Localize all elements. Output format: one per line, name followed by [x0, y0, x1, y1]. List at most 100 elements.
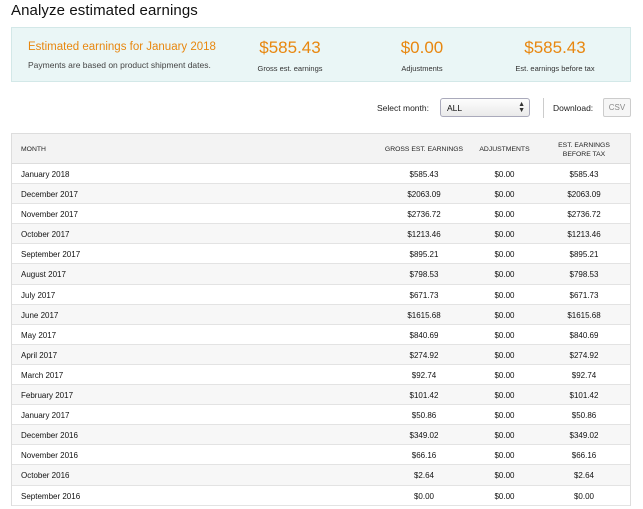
- month-select-value: ALL: [447, 103, 463, 113]
- month-cell: September 2017: [21, 250, 81, 260]
- adjustments-metric: $0.00 Adjustments: [372, 38, 472, 73]
- table-row: September 2017 $895.21 $0.00 $895.21: [12, 244, 630, 265]
- adjustments-cell: $0.00: [494, 350, 515, 360]
- table-row: May 2017 $840.69 $0.00 $840.69: [12, 325, 630, 345]
- table-row: January 2018 $585.43 $0.00 $585.43: [12, 164, 630, 185]
- table-row: June 2017 $1615.68 $0.00 $1615.68: [12, 304, 630, 325]
- adjustments-cell: $0.00: [494, 370, 515, 380]
- before-tax-label: Est. earnings before tax: [515, 64, 595, 73]
- table-row: October 2017 $1213.46 $0.00 $1213.46: [12, 224, 630, 245]
- adjustments-cell: $0.00: [494, 391, 515, 401]
- adjustments-value: $0.00: [400, 38, 444, 57]
- adjustments-cell: $0.00: [494, 250, 515, 260]
- table-body: January 2018 $585.43 $0.00 $585.43 December …: [12, 164, 630, 506]
- adjustments-cell: $0.00: [494, 330, 515, 340]
- month-cell: September 2016: [21, 491, 81, 501]
- before-tax-cell: $92.74: [571, 370, 597, 380]
- adjustments-cell: $0.00: [494, 230, 515, 240]
- gross-cell: $66.16: [411, 451, 437, 461]
- before-tax-cell: $585.43: [569, 170, 599, 179]
- before-tax-cell: $274.92: [569, 350, 599, 360]
- table-row: March 2017 $92.74 $0.00 $92.74: [12, 365, 630, 386]
- page-title: Analyze estimated earnings: [11, 2, 198, 19]
- gross-cell: $349.02: [409, 431, 439, 441]
- summary-heading: Estimated earnings for January 2018: [28, 41, 216, 53]
- table-row: August 2017 $798.53 $0.00 $798.53: [12, 264, 630, 285]
- header-before-tax-line2: BEFORE TAX: [562, 151, 606, 158]
- month-cell: October 2017: [21, 230, 70, 240]
- adjustments-cell: $0.00: [494, 451, 515, 461]
- adjustments-cell: $0.00: [494, 170, 515, 179]
- gross-earnings-metric: $585.43 Gross est. earnings: [240, 38, 340, 73]
- month-cell: June 2017: [21, 310, 59, 320]
- adjustments-cell: $0.00: [494, 411, 515, 421]
- month-cell: March 2017: [21, 370, 64, 380]
- earnings-table: MONTH GROSS EST. EARNINGS ADJUSTMENTS ES…: [11, 133, 631, 506]
- month-cell: January 2017: [21, 411, 70, 421]
- header-before-tax-line1: EST. EARNINGS: [558, 142, 610, 149]
- table-row: September 2016 $0.00 $0.00 $0.00: [12, 486, 630, 506]
- month-cell: January 2018: [21, 170, 70, 179]
- gross-cell: $585.43: [409, 170, 439, 179]
- before-tax-cell: $895.21: [569, 250, 599, 260]
- csv-download-button[interactable]: CSV: [603, 98, 631, 117]
- gross-cell: $798.53: [409, 270, 439, 280]
- header-before-tax: EST. EARNINGS BEFORE TAX: [544, 141, 624, 159]
- before-tax-cell: $671.73: [569, 290, 599, 300]
- gross-earnings-value: $585.43: [259, 38, 321, 57]
- month-cell: November 2016: [21, 451, 78, 461]
- download-label: Download:: [553, 103, 594, 113]
- gross-cell: $1213.46: [407, 230, 441, 240]
- month-cell: August 2017: [21, 270, 66, 280]
- before-tax-cell: $840.69: [569, 330, 599, 340]
- gross-cell: $92.74: [411, 370, 437, 380]
- gross-cell: $2063.09: [407, 190, 441, 200]
- before-tax-cell: $2736.72: [567, 210, 601, 220]
- gross-earnings-label: Gross est. earnings: [257, 64, 323, 73]
- month-cell: October 2016: [21, 471, 70, 481]
- adjustments-cell: $0.00: [494, 471, 515, 481]
- header-adjustments: ADJUSTMENTS: [479, 146, 530, 153]
- before-tax-cell: $2063.09: [567, 190, 601, 200]
- summary-note: Payments are based on product shipment d…: [28, 60, 211, 70]
- adjustments-cell: $0.00: [494, 491, 515, 501]
- gross-cell: $895.21: [409, 250, 439, 260]
- table-row: November 2016 $66.16 $0.00 $66.16: [12, 445, 630, 466]
- before-tax-cell: $66.16: [571, 451, 597, 461]
- adjustments-cell: $0.00: [494, 190, 515, 200]
- month-cell: December 2017: [21, 190, 78, 200]
- month-cell: May 2017: [21, 330, 57, 340]
- month-cell: November 2017: [21, 210, 78, 220]
- gross-cell: $2.64: [413, 471, 435, 481]
- month-cell: April 2017: [21, 350, 58, 360]
- month-select[interactable]: ALL ▲ ▼: [440, 98, 530, 117]
- table-row: December 2017 $2063.09 $0.00 $2063.09: [12, 184, 630, 205]
- earnings-summary-panel: Estimated earnings for January 2018 Paym…: [11, 27, 631, 82]
- table-row: November 2017 $2736.72 $0.00 $2736.72: [12, 204, 630, 225]
- table-header: MONTH GROSS EST. EARNINGS ADJUSTMENTS ES…: [12, 134, 630, 164]
- adjustments-cell: $0.00: [494, 431, 515, 441]
- before-tax-value: $585.43: [524, 38, 586, 57]
- adjustments-label: Adjustments: [401, 64, 443, 73]
- gross-cell: $274.92: [409, 350, 439, 360]
- before-tax-cell: $101.42: [569, 391, 599, 401]
- before-tax-cell: $1615.68: [567, 310, 601, 320]
- table-row: April 2017 $274.92 $0.00 $274.92: [12, 344, 630, 365]
- table-row: July 2017 $671.73 $0.00 $671.73: [12, 285, 630, 305]
- month-cell: December 2016: [21, 431, 78, 441]
- header-month: MONTH: [21, 146, 46, 153]
- before-tax-cell: $1213.46: [567, 230, 601, 240]
- before-tax-cell: $0.00: [573, 491, 595, 501]
- gross-cell: $101.42: [409, 391, 439, 401]
- gross-cell: $2736.72: [407, 210, 441, 220]
- gross-cell: $1615.68: [407, 310, 441, 320]
- month-cell: July 2017: [21, 290, 56, 300]
- select-month-label: Select month:: [377, 103, 429, 113]
- gross-cell: $840.69: [409, 330, 439, 340]
- adjustments-cell: $0.00: [494, 310, 515, 320]
- gross-cell: $0.00: [413, 491, 435, 501]
- table-row: December 2016 $349.02 $0.00 $349.02: [12, 425, 630, 446]
- before-tax-cell: $2.64: [573, 471, 595, 481]
- table-row: January 2017 $50.86 $0.00 $50.86: [12, 405, 630, 426]
- updown-caret-icon: ▲ ▼: [518, 101, 525, 114]
